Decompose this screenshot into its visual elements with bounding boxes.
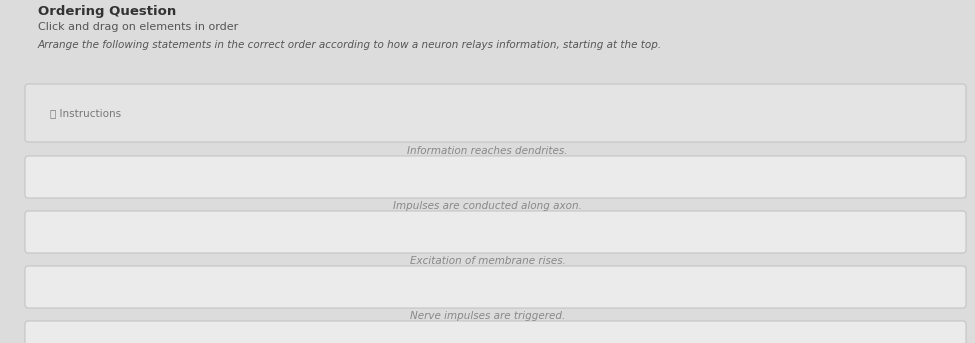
FancyBboxPatch shape [25, 211, 966, 253]
Text: Click and drag on elements in order: Click and drag on elements in order [38, 22, 238, 32]
Text: Arrange the following statements in the correct order according to how a neuron : Arrange the following statements in the … [38, 40, 662, 50]
FancyBboxPatch shape [25, 84, 966, 142]
FancyBboxPatch shape [25, 156, 966, 198]
FancyBboxPatch shape [25, 321, 966, 343]
Text: Nerve impulses are triggered.: Nerve impulses are triggered. [410, 311, 566, 321]
Text: ⓘ Instructions: ⓘ Instructions [50, 108, 121, 118]
FancyBboxPatch shape [25, 266, 966, 308]
Text: Information reaches dendrites.: Information reaches dendrites. [408, 146, 567, 156]
Text: Excitation of membrane rises.: Excitation of membrane rises. [410, 256, 566, 266]
Text: Impulses are conducted along axon.: Impulses are conducted along axon. [393, 201, 582, 211]
Text: Ordering Question: Ordering Question [38, 5, 176, 18]
